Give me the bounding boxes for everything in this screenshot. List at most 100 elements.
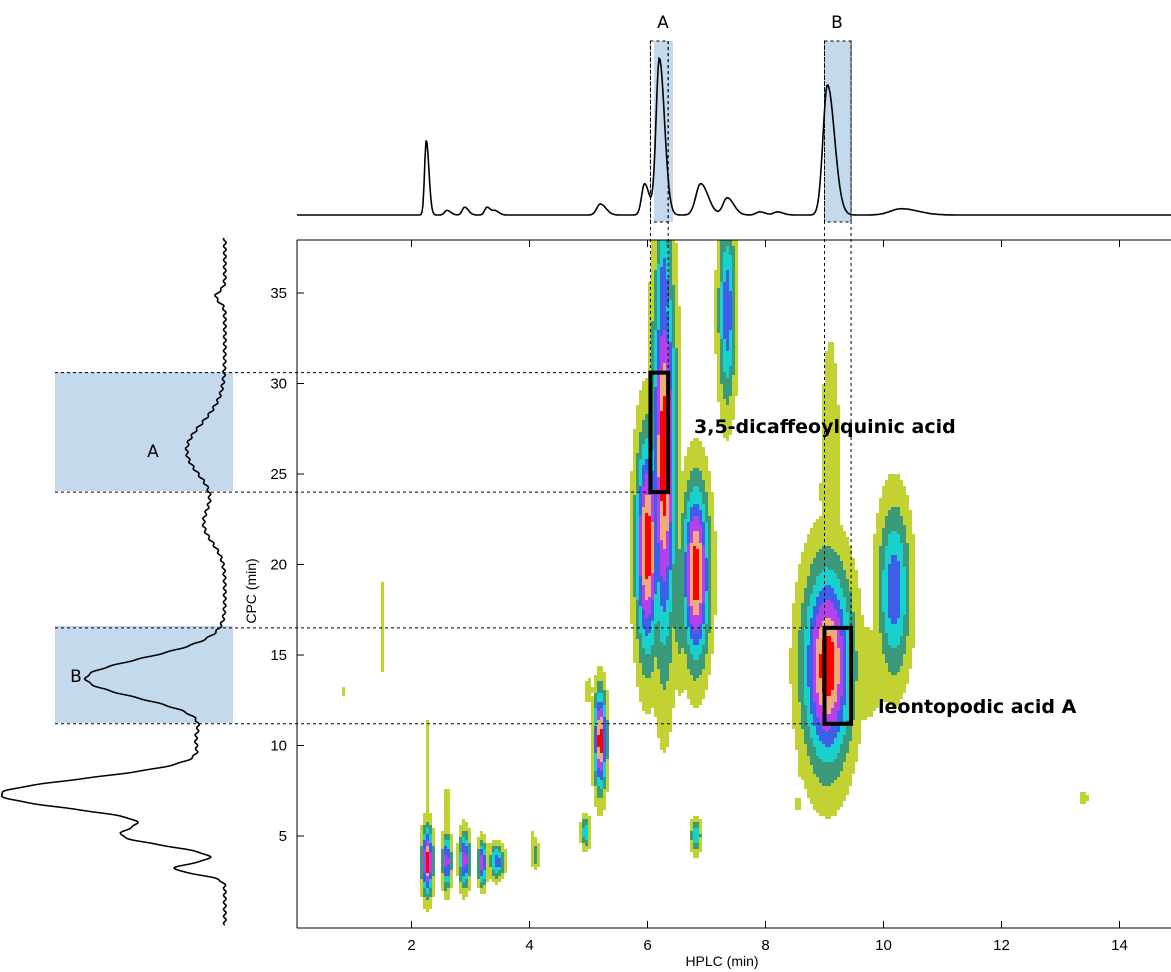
contour-cell [846, 636, 849, 639]
contour-cell [909, 591, 915, 594]
contour-cell [804, 675, 807, 678]
contour-cell [735, 366, 738, 369]
contour-cell [684, 606, 687, 609]
contour-cell [444, 882, 450, 885]
contour-cell [534, 849, 537, 852]
contour-cell [792, 624, 801, 627]
contour-cell [711, 558, 717, 561]
contour-cell [642, 519, 645, 522]
contour-cell [708, 537, 711, 540]
contour-cell [891, 618, 897, 621]
contour-cell [426, 753, 429, 756]
contour-cell [663, 513, 666, 516]
contour-cell [639, 660, 654, 663]
contour-cell [660, 297, 669, 300]
contour-cell [591, 735, 594, 738]
contour-cell [906, 600, 909, 603]
contour-cell [669, 393, 672, 396]
contour-cell [657, 267, 660, 270]
contour-cell [636, 615, 639, 618]
contour-cell [630, 555, 633, 558]
contour-cell [843, 669, 846, 672]
contour-cell [714, 321, 717, 324]
contour-cell [657, 513, 660, 516]
contour-cell [891, 705, 897, 708]
contour-cell [585, 699, 594, 702]
contour-cell [876, 519, 885, 522]
contour-cell [660, 543, 663, 546]
contour-cell [813, 651, 816, 654]
contour-cell [726, 345, 729, 348]
contour-cell [642, 480, 645, 483]
contour-cell [702, 561, 705, 564]
contour-cell [651, 264, 657, 267]
contour-cell [843, 693, 846, 696]
contour-cell [693, 519, 699, 522]
contour-cell [813, 627, 819, 630]
contour-cell [666, 501, 669, 504]
contour-cell [693, 675, 699, 678]
contour-cell [597, 744, 603, 747]
contour-cell [819, 696, 837, 699]
contour-cell [660, 534, 666, 537]
contour-cell [687, 696, 705, 699]
contour-cell [588, 825, 591, 828]
contour-cell [804, 651, 807, 654]
contour-cell [882, 642, 888, 645]
contour-cell [699, 549, 702, 552]
contour-cell [639, 573, 642, 576]
contour-cell [426, 909, 429, 912]
contour-cell [714, 291, 717, 294]
contour-cell [672, 411, 675, 414]
contour-cell [705, 543, 708, 546]
contour-cell [669, 291, 675, 294]
region-a-cpc-band [55, 372, 233, 491]
contour-cell [717, 264, 720, 267]
contour-cell [642, 561, 645, 564]
contour-cell [720, 282, 723, 285]
contour-cell [675, 558, 684, 561]
contour-cell [657, 471, 660, 474]
contour-cell [819, 693, 825, 696]
contour-cell [432, 828, 435, 831]
contour-cell [846, 693, 849, 696]
contour-cell [660, 324, 669, 327]
contour-cell [687, 573, 690, 576]
contour-cell [654, 447, 657, 450]
contour-cell [594, 720, 597, 723]
contour-cell [654, 345, 657, 348]
contour-cell [693, 438, 699, 441]
contour-cell [891, 555, 897, 558]
contour-cell [903, 663, 912, 666]
contour-cell [594, 765, 597, 768]
contour-cell [675, 306, 681, 309]
contour-cell [630, 483, 636, 486]
contour-cell [660, 741, 669, 744]
contour-cell [837, 645, 843, 648]
contour-cell [672, 576, 684, 579]
contour-cell [678, 384, 681, 387]
contour-cell [834, 660, 840, 663]
contour-cell [468, 867, 471, 870]
contour-cell [813, 678, 816, 681]
contour-cell [648, 366, 651, 369]
contour-cell [459, 837, 462, 840]
contour-cell [600, 786, 603, 789]
contour-cell [885, 519, 903, 522]
contour-cell [636, 624, 639, 627]
contour-cell [672, 516, 675, 519]
contour-cell [426, 798, 429, 801]
contour-cell [666, 684, 708, 687]
contour-cell [855, 627, 870, 630]
contour-cell [705, 552, 708, 555]
contour-cell [816, 597, 837, 600]
contour-cell [597, 786, 600, 789]
contour-cell [594, 738, 597, 741]
contour-cell [672, 393, 675, 396]
contour-cell [735, 360, 738, 363]
contour-cell [702, 519, 705, 522]
contour-cell [669, 360, 672, 363]
contour-cell [651, 648, 672, 651]
contour-cell [891, 507, 900, 510]
contour-cell [657, 399, 660, 402]
